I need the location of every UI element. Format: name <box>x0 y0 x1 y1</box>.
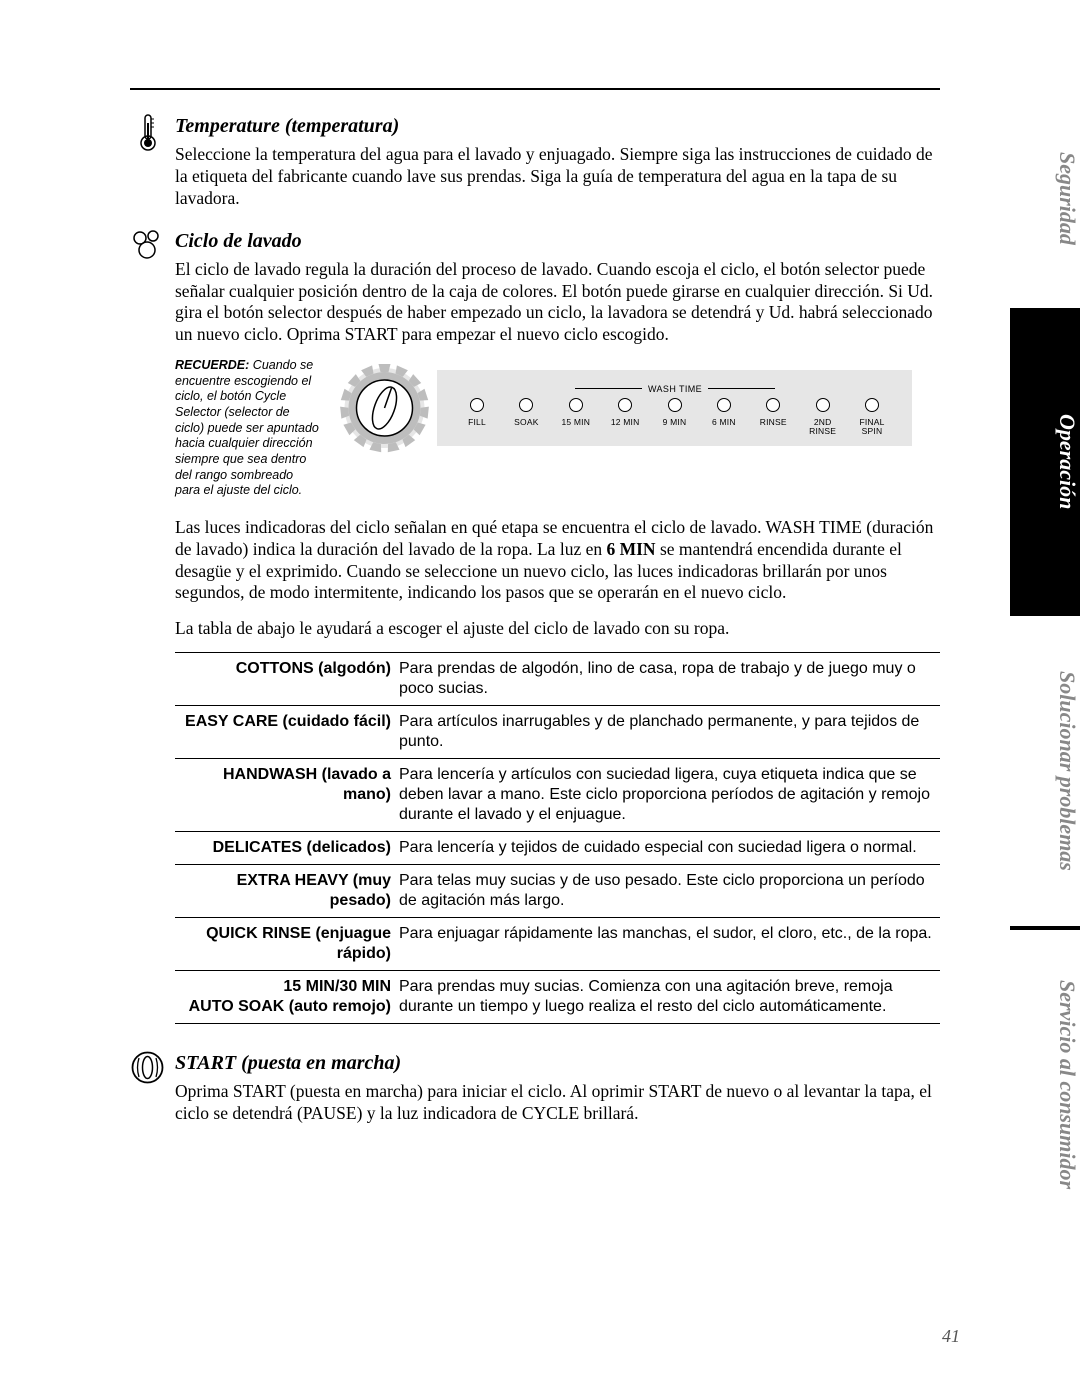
tab-servicio: Servicio al consumidor <box>1010 930 1080 1240</box>
tab-solucionar: Solucionar problemas <box>1010 616 1080 926</box>
cycle-head: EASY CARE (cuidado fácil) <box>175 706 395 759</box>
temperature-text: Seleccione la temperatura del agua para … <box>175 144 940 210</box>
dial-icon <box>332 358 437 458</box>
cycle-head: 15 MIN/30 MINAUTO SOAK (auto remojo) <box>175 971 395 1024</box>
led-circle <box>766 398 780 412</box>
led-circle <box>865 398 879 412</box>
cycle-head: COTTONS (algodón) <box>175 653 395 706</box>
cycle-head: DELICATES (delicados) <box>175 832 395 865</box>
bubbles-icon <box>130 228 165 268</box>
table-row: COTTONS (algodón)Para prendas de algodón… <box>175 653 940 706</box>
led-circle <box>717 398 731 412</box>
start-button-icon <box>130 1050 165 1090</box>
page-number: 41 <box>942 1326 960 1347</box>
cycle-head: EXTRA HEAVY (muy pesado) <box>175 865 395 918</box>
table-row: EXTRA HEAVY (muy pesado)Para telas muy s… <box>175 865 940 918</box>
helper-line: La tabla de abajo le ayudará a escoger e… <box>175 618 940 640</box>
section-temperature: Temperature (temperatura) Seleccione la … <box>130 115 940 210</box>
led-label: 6 MIN <box>702 418 746 427</box>
led-indicator: 9 MIN <box>653 398 697 437</box>
panel-area: WASH TIME FILL SOAK 15 MIN 12 MIN 9 MIN 6 MIN… <box>332 358 912 458</box>
led-label: 2NDRINSE <box>801 418 845 437</box>
dial-panel-row: RECUERDE: Cuando se encuentre escogiendo… <box>175 358 940 499</box>
cycle-head: QUICK RINSE (enjuague rápido) <box>175 918 395 971</box>
table-row: HANDWASH (lavado a mano)Para lencería y … <box>175 759 940 832</box>
section-ciclo: Ciclo de lavado El ciclo de lavado regul… <box>130 230 940 1025</box>
cycle-table: COTTONS (algodón)Para prendas de algodón… <box>175 652 940 1024</box>
led-circle <box>470 398 484 412</box>
led-panel: WASH TIME FILL SOAK 15 MIN 12 MIN 9 MIN 6 MIN… <box>437 370 912 447</box>
ciclo-text: El ciclo de lavado regula la duración de… <box>175 259 940 347</box>
recuerde-note: RECUERDE: Cuando se encuentre escogiendo… <box>175 358 320 499</box>
led-label: SOAK <box>504 418 548 427</box>
recuerde-text: Cuando se encuentre escogiendo el ciclo,… <box>175 358 319 497</box>
after1-bold: 6 MIN <box>606 539 655 559</box>
start-title: START (puesta en marcha) <box>175 1052 940 1075</box>
wash-time-label: WASH TIME <box>575 384 775 394</box>
table-row: 15 MIN/30 MINAUTO SOAK (auto remojo)Para… <box>175 971 940 1024</box>
led-row: FILL SOAK 15 MIN 12 MIN 9 MIN 6 MIN RINSE 2NDRI… <box>455 398 894 437</box>
led-circle <box>618 398 632 412</box>
cycle-desc: Para prendas muy sucias. Comienza con un… <box>395 971 940 1024</box>
cycle-desc: Para lencería y tejidos de cuidado espec… <box>395 832 940 865</box>
led-circle <box>668 398 682 412</box>
led-label: FILL <box>455 418 499 427</box>
ciclo-title: Ciclo de lavado <box>175 230 940 253</box>
led-indicator: 2NDRINSE <box>801 398 845 437</box>
led-circle <box>519 398 533 412</box>
table-row: DELICATES (delicados)Para lencería y tej… <box>175 832 940 865</box>
led-label: RINSE <box>751 418 795 427</box>
cycle-desc: Para lencería y artículos con suciedad l… <box>395 759 940 832</box>
cycle-desc: Para artículos inarrugables y de plancha… <box>395 706 940 759</box>
start-text: Oprima START (puesta en marcha) para ini… <box>175 1081 940 1125</box>
tab-seguridad: Seguridad <box>1010 88 1080 308</box>
top-rule <box>130 88 940 90</box>
cycle-desc: Para telas muy sucias y de uso pesado. E… <box>395 865 940 918</box>
recuerde-bold: RECUERDE: <box>175 358 249 372</box>
led-indicator: 15 MIN <box>554 398 598 437</box>
main-content: Temperature (temperatura) Seleccione la … <box>130 115 940 1145</box>
led-label: 15 MIN <box>554 418 598 427</box>
cycle-desc: Para prendas de algodón, lino de casa, r… <box>395 653 940 706</box>
led-indicator: RINSE <box>751 398 795 437</box>
led-circle <box>569 398 583 412</box>
section-start: START (puesta en marcha) Oprima START (p… <box>130 1052 940 1125</box>
led-indicator: SOAK <box>504 398 548 437</box>
table-row: EASY CARE (cuidado fácil)Para artículos … <box>175 706 940 759</box>
led-label: FINALSPIN <box>850 418 894 437</box>
table-row: QUICK RINSE (enjuague rápido)Para enjuag… <box>175 918 940 971</box>
tab-operacion: Operación <box>1010 312 1080 612</box>
led-indicator: 12 MIN <box>603 398 647 437</box>
after-panel-text: Las luces indicadoras del ciclo señalan … <box>175 517 940 605</box>
side-tabs: Seguridad Operación Solucionar problemas… <box>1010 88 1080 1240</box>
cycle-desc: Para enjuagar rápidamente las manchas, e… <box>395 918 940 971</box>
led-label: 12 MIN <box>603 418 647 427</box>
led-label: 9 MIN <box>653 418 697 427</box>
temperature-title: Temperature (temperatura) <box>175 115 940 138</box>
led-indicator: FILL <box>455 398 499 437</box>
led-circle <box>816 398 830 412</box>
led-indicator: 6 MIN <box>702 398 746 437</box>
cycle-head: HANDWASH (lavado a mano) <box>175 759 395 832</box>
thermometer-icon <box>130 113 165 158</box>
led-indicator: FINALSPIN <box>850 398 894 437</box>
